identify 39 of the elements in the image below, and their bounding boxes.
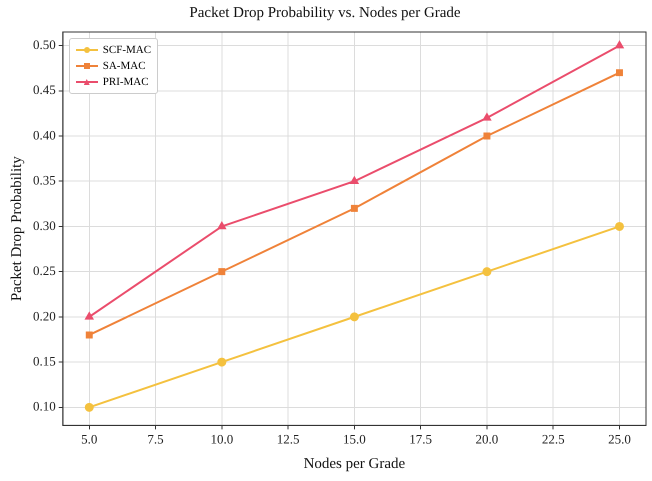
x-tick-label: 25.0 <box>608 432 631 447</box>
point <box>615 41 624 48</box>
x-tick-label: 10.0 <box>210 432 234 447</box>
x-tick-label: 15.0 <box>343 432 366 447</box>
point <box>482 113 491 121</box>
point <box>614 222 624 231</box>
y-tick-label: 0.30 <box>33 218 56 233</box>
y-tick-label: 0.15 <box>33 354 56 369</box>
legend-label: SA-MAC <box>102 60 146 72</box>
point <box>86 331 93 338</box>
y-tick-label: 0.50 <box>33 36 56 52</box>
point <box>350 312 359 322</box>
point <box>350 204 358 212</box>
legend-label: SCF-MAC <box>102 44 152 56</box>
y-tick-label: 0.45 <box>33 82 56 98</box>
y-axis-title: Packet Drop Probability <box>8 156 25 302</box>
x-tick-label: 17.5 <box>409 432 432 447</box>
x-tick-label: 5.0 <box>81 432 98 447</box>
y-tick-label: 0.10 <box>33 398 56 414</box>
legend-label: PRI-MAC <box>102 76 149 88</box>
point <box>218 222 226 230</box>
point <box>85 312 94 320</box>
point <box>482 267 492 276</box>
point <box>483 132 490 140</box>
y-tick-label: 0.35 <box>33 172 56 188</box>
y-tick-label: 0.25 <box>33 263 56 278</box>
x-axis-title: Nodes per Grade <box>304 456 406 472</box>
x-tick-label: 12.5 <box>276 432 300 447</box>
point <box>84 402 94 412</box>
point <box>616 69 623 76</box>
point <box>217 358 226 367</box>
point <box>350 176 358 184</box>
x-tick-label: 22.5 <box>542 432 565 447</box>
x-tick-label: 7.5 <box>147 432 164 447</box>
point <box>218 268 226 276</box>
x-tick-label: 20.0 <box>476 432 498 447</box>
y-tick-label: 0.20 <box>33 308 56 324</box>
y-tick-label: 0.40 <box>33 127 56 142</box>
chart-title: Packet Drop Probability vs. Nodes per Grade <box>189 4 461 21</box>
